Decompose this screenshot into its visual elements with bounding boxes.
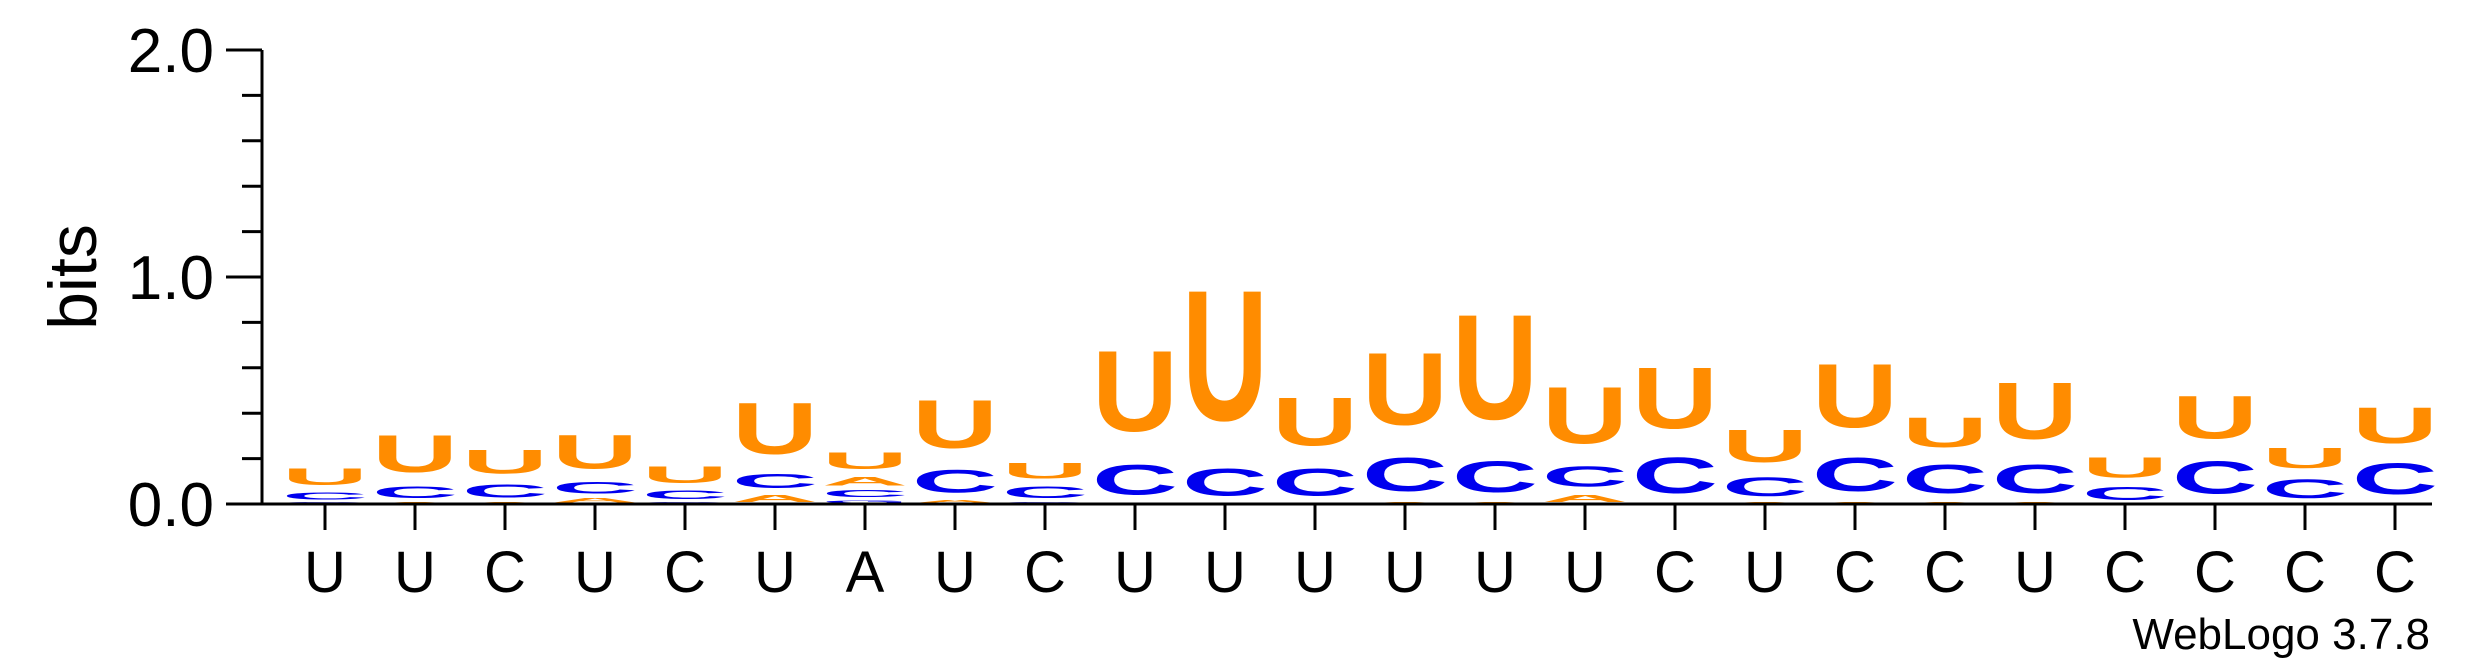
logo-letter-U: U	[1092, 327, 1178, 456]
logo-letter-C: C	[552, 479, 638, 497]
x-tick-label: U	[1744, 540, 1786, 605]
logo-letter-U: U	[732, 388, 818, 469]
x-tick-label: U	[934, 540, 976, 605]
x-tick-label: U	[1294, 540, 1336, 605]
x-tick-label: U	[304, 540, 346, 605]
y-tick-label: 1.0	[128, 244, 214, 313]
logo-letter-C: C	[1812, 448, 1898, 502]
x-tick-label: U	[1114, 540, 1156, 605]
logo-letter-C: C	[912, 463, 998, 499]
logo-letter-U: U	[642, 461, 728, 488]
logo-letter-A: A	[1542, 493, 1628, 504]
y-axis-label: bits	[35, 224, 111, 330]
logo-letter-A: A	[732, 493, 818, 504]
x-tick-label: A	[846, 540, 885, 605]
logo-letter-C: C	[1902, 456, 1988, 502]
x-tick-label: U	[1384, 540, 1426, 605]
logo-letter-C: C	[1632, 447, 1718, 503]
x-tick-label: C	[1654, 540, 1696, 605]
logo-letter-C: C	[2262, 475, 2348, 504]
y-axis: bits 0.0 1.0 2.0	[35, 17, 264, 540]
x-tick-label: C	[2104, 540, 2146, 605]
logo-letter-U: U	[1632, 350, 1718, 447]
logo-letter-U: U	[1902, 408, 1988, 456]
logo-letter-C: C	[1452, 452, 1538, 502]
letter-stacks: GCUACUACUACUGCUACUGCAUACUGCUCUCUCUACUACU…	[282, 252, 2438, 504]
x-tick-label: C	[2194, 540, 2236, 605]
logo-letter-U: U	[1722, 420, 1808, 472]
logo-letter-U: U	[1182, 252, 1268, 461]
x-tick-label: U	[1474, 540, 1516, 605]
logo-letter-C: C	[1722, 472, 1808, 501]
x-tick-label: U	[2014, 540, 2056, 605]
logo-letter-U: U	[372, 424, 458, 483]
logo-letter-C: C	[2172, 452, 2258, 504]
x-tick-label: U	[1564, 540, 1606, 605]
y-tick-label: 0.0	[128, 471, 214, 540]
y-tick-label: 2.0	[128, 17, 214, 86]
logo-letter-C: C	[1092, 456, 1178, 504]
x-tick-label: U	[1204, 540, 1246, 605]
logo-letter-U: U	[1542, 370, 1628, 461]
x-tick-label: C	[484, 540, 526, 605]
x-tick-label: U	[754, 540, 796, 605]
logo-letter-U: U	[1272, 383, 1358, 460]
logo-letter-C: C	[2352, 455, 2438, 505]
logo-letter-U: U	[2352, 398, 2438, 454]
logo-letter-U: U	[552, 425, 638, 479]
x-tick-label: C	[2284, 540, 2326, 605]
logo-letter-U: U	[282, 463, 368, 490]
logo-letter-U: U	[1992, 365, 2078, 456]
weblogo-credit: WebLogo 3.7.8	[2132, 610, 2430, 659]
x-tick-label: C	[2374, 540, 2416, 605]
x-tick-label: U	[574, 540, 616, 605]
x-tick-label: C	[664, 540, 706, 605]
logo-letter-C: C	[732, 470, 818, 493]
logo-letter-A: A	[822, 474, 908, 488]
logo-letter-U: U	[462, 443, 548, 482]
logo-letter-C: C	[822, 488, 908, 499]
logo-letter-U: U	[2082, 452, 2168, 483]
logo-letter-U: U	[2172, 384, 2258, 452]
y-ticks: 0.0 1.0 2.0	[128, 17, 262, 540]
logo-letter-C: C	[1992, 456, 2078, 502]
logo-letter-A: A	[912, 499, 998, 504]
x-tick-label: U	[394, 540, 436, 605]
logo-letter-U: U	[2262, 443, 2348, 474]
logo-letter-C: C	[1272, 461, 1358, 504]
logo-letter-C: C	[462, 481, 548, 501]
logo-letter-C: C	[2082, 484, 2168, 504]
logo-letter-C: C	[642, 488, 728, 502]
logo-letter-C: C	[282, 490, 368, 501]
logo-letter-U: U	[822, 447, 908, 474]
x-tick-label: C	[1924, 540, 1966, 605]
logo-letter-U: U	[1452, 283, 1538, 451]
logo-letter-C: C	[1542, 461, 1628, 492]
logo-letter-U: U	[1362, 331, 1448, 447]
logo-letter-U: U	[1812, 345, 1898, 446]
logo-letter-U: U	[912, 386, 998, 463]
logo-letter-C: C	[1182, 461, 1268, 504]
x-tick-label: C	[1834, 540, 1876, 605]
logo-letter-C: C	[1002, 484, 1088, 502]
logo-letter-G: G	[822, 499, 908, 504]
logo-letter-A: A	[552, 497, 638, 504]
logo-letter-U: U	[1002, 459, 1088, 484]
x-tick-label: C	[1024, 540, 1066, 605]
logo-letter-C: C	[1362, 448, 1448, 502]
logo-letter-C: C	[372, 484, 458, 502]
